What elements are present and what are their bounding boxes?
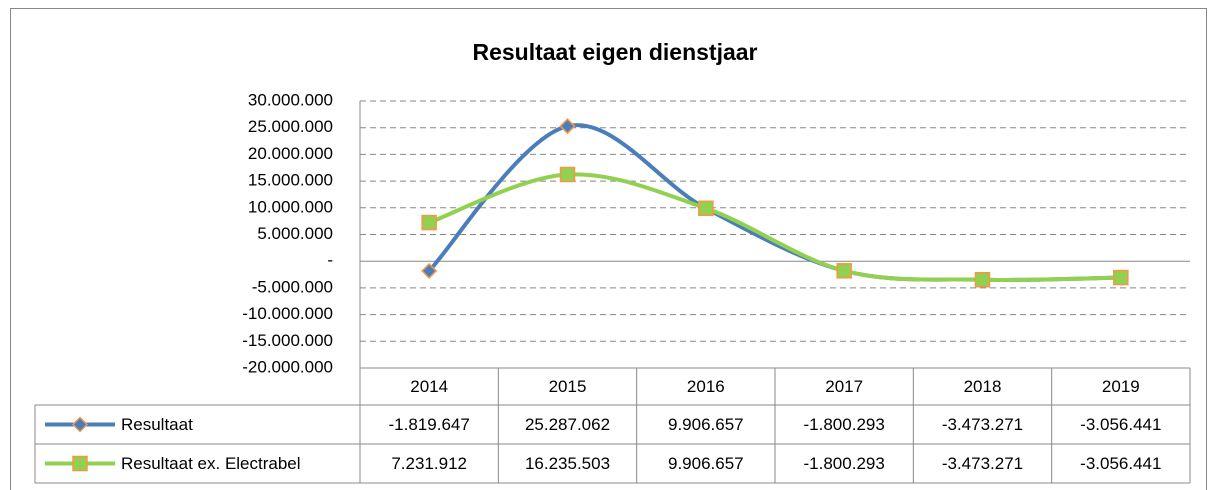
- table-value: -1.800.293: [804, 415, 885, 434]
- y-tick-label: -15.000.000: [242, 331, 333, 350]
- table-value: 9.906.657: [668, 415, 744, 434]
- y-tick-label: 25.000.000: [248, 117, 333, 136]
- y-tick-label: 30.000.000: [248, 90, 333, 109]
- marker: [559, 118, 576, 135]
- marker: [72, 455, 88, 472]
- table-value: 25.287.062: [525, 415, 610, 434]
- x-tick-label: 2016: [687, 377, 725, 396]
- table-value: -3.473.271: [942, 454, 1023, 473]
- y-tick-label: 20.000.000: [248, 144, 333, 163]
- y-tick-label: -10.000.000: [242, 304, 333, 323]
- table-value: -3.056.441: [1080, 415, 1161, 434]
- chart-border: [10, 8, 1207, 490]
- legend-label: Resultaat ex. Electrabel: [121, 454, 301, 473]
- marker: [559, 166, 576, 183]
- table-value: -1.819.647: [389, 415, 470, 434]
- marker: [1113, 269, 1129, 286]
- marker: [421, 214, 437, 231]
- y-tick-label: -: [327, 251, 333, 270]
- table-value: 9.906.657: [668, 454, 744, 473]
- y-tick-label: 5.000.000: [257, 224, 333, 243]
- marker: [974, 271, 991, 288]
- chart-title: Resultaat eigen dienstjaar: [472, 39, 757, 65]
- marker: [698, 200, 714, 217]
- x-tick-label: 2015: [549, 377, 587, 396]
- y-tick-label: -5.000.000: [252, 277, 333, 296]
- x-tick-label: 2019: [1102, 377, 1140, 396]
- legend-label: Resultaat: [121, 415, 193, 434]
- table-value: -3.056.441: [1080, 454, 1161, 473]
- series-line: [427, 172, 1123, 282]
- y-tick-label: -20.000.000: [242, 357, 333, 376]
- table-value: 7.231.912: [391, 454, 467, 473]
- marker: [836, 263, 852, 279]
- x-tick-label: 2014: [410, 377, 448, 396]
- marker: [421, 262, 438, 279]
- marker: [71, 416, 89, 433]
- x-tick-label: 2018: [964, 377, 1002, 396]
- table-value: 16.235.503: [525, 454, 610, 473]
- y-tick-label: 10.000.000: [248, 197, 333, 216]
- table-value: -3.473.271: [942, 415, 1023, 434]
- table-value: -1.800.293: [804, 454, 885, 473]
- x-tick-label: 2017: [825, 377, 863, 396]
- y-tick-label: 15.000.000: [248, 171, 333, 190]
